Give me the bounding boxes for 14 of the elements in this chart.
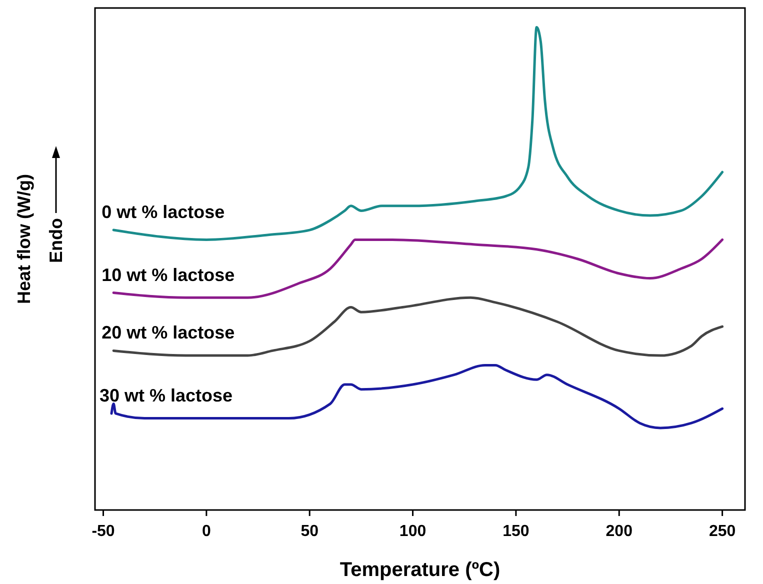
text: Endo — [46, 218, 66, 263]
x-tick-label: 100 — [399, 523, 426, 540]
series-label: 0 wt % lactose — [102, 202, 225, 222]
x-tick-label: 150 — [502, 523, 530, 540]
x-tick-label: 200 — [606, 523, 633, 540]
series-label: 30 wt % lactose — [100, 385, 233, 406]
x-axis-title: Temperature (ºC) — [340, 559, 500, 581]
x-tick-label: 250 — [708, 523, 736, 540]
series-label: 10 wt % lactose — [102, 264, 235, 285]
x-tick-label: 0 — [202, 523, 211, 540]
y-axis-title: Heat flow (W/g) — [14, 174, 34, 304]
x-tick-label: -50 — [92, 523, 115, 540]
x-tick-label: 50 — [300, 523, 319, 540]
series-label: 20 wt % lactose — [102, 322, 235, 343]
